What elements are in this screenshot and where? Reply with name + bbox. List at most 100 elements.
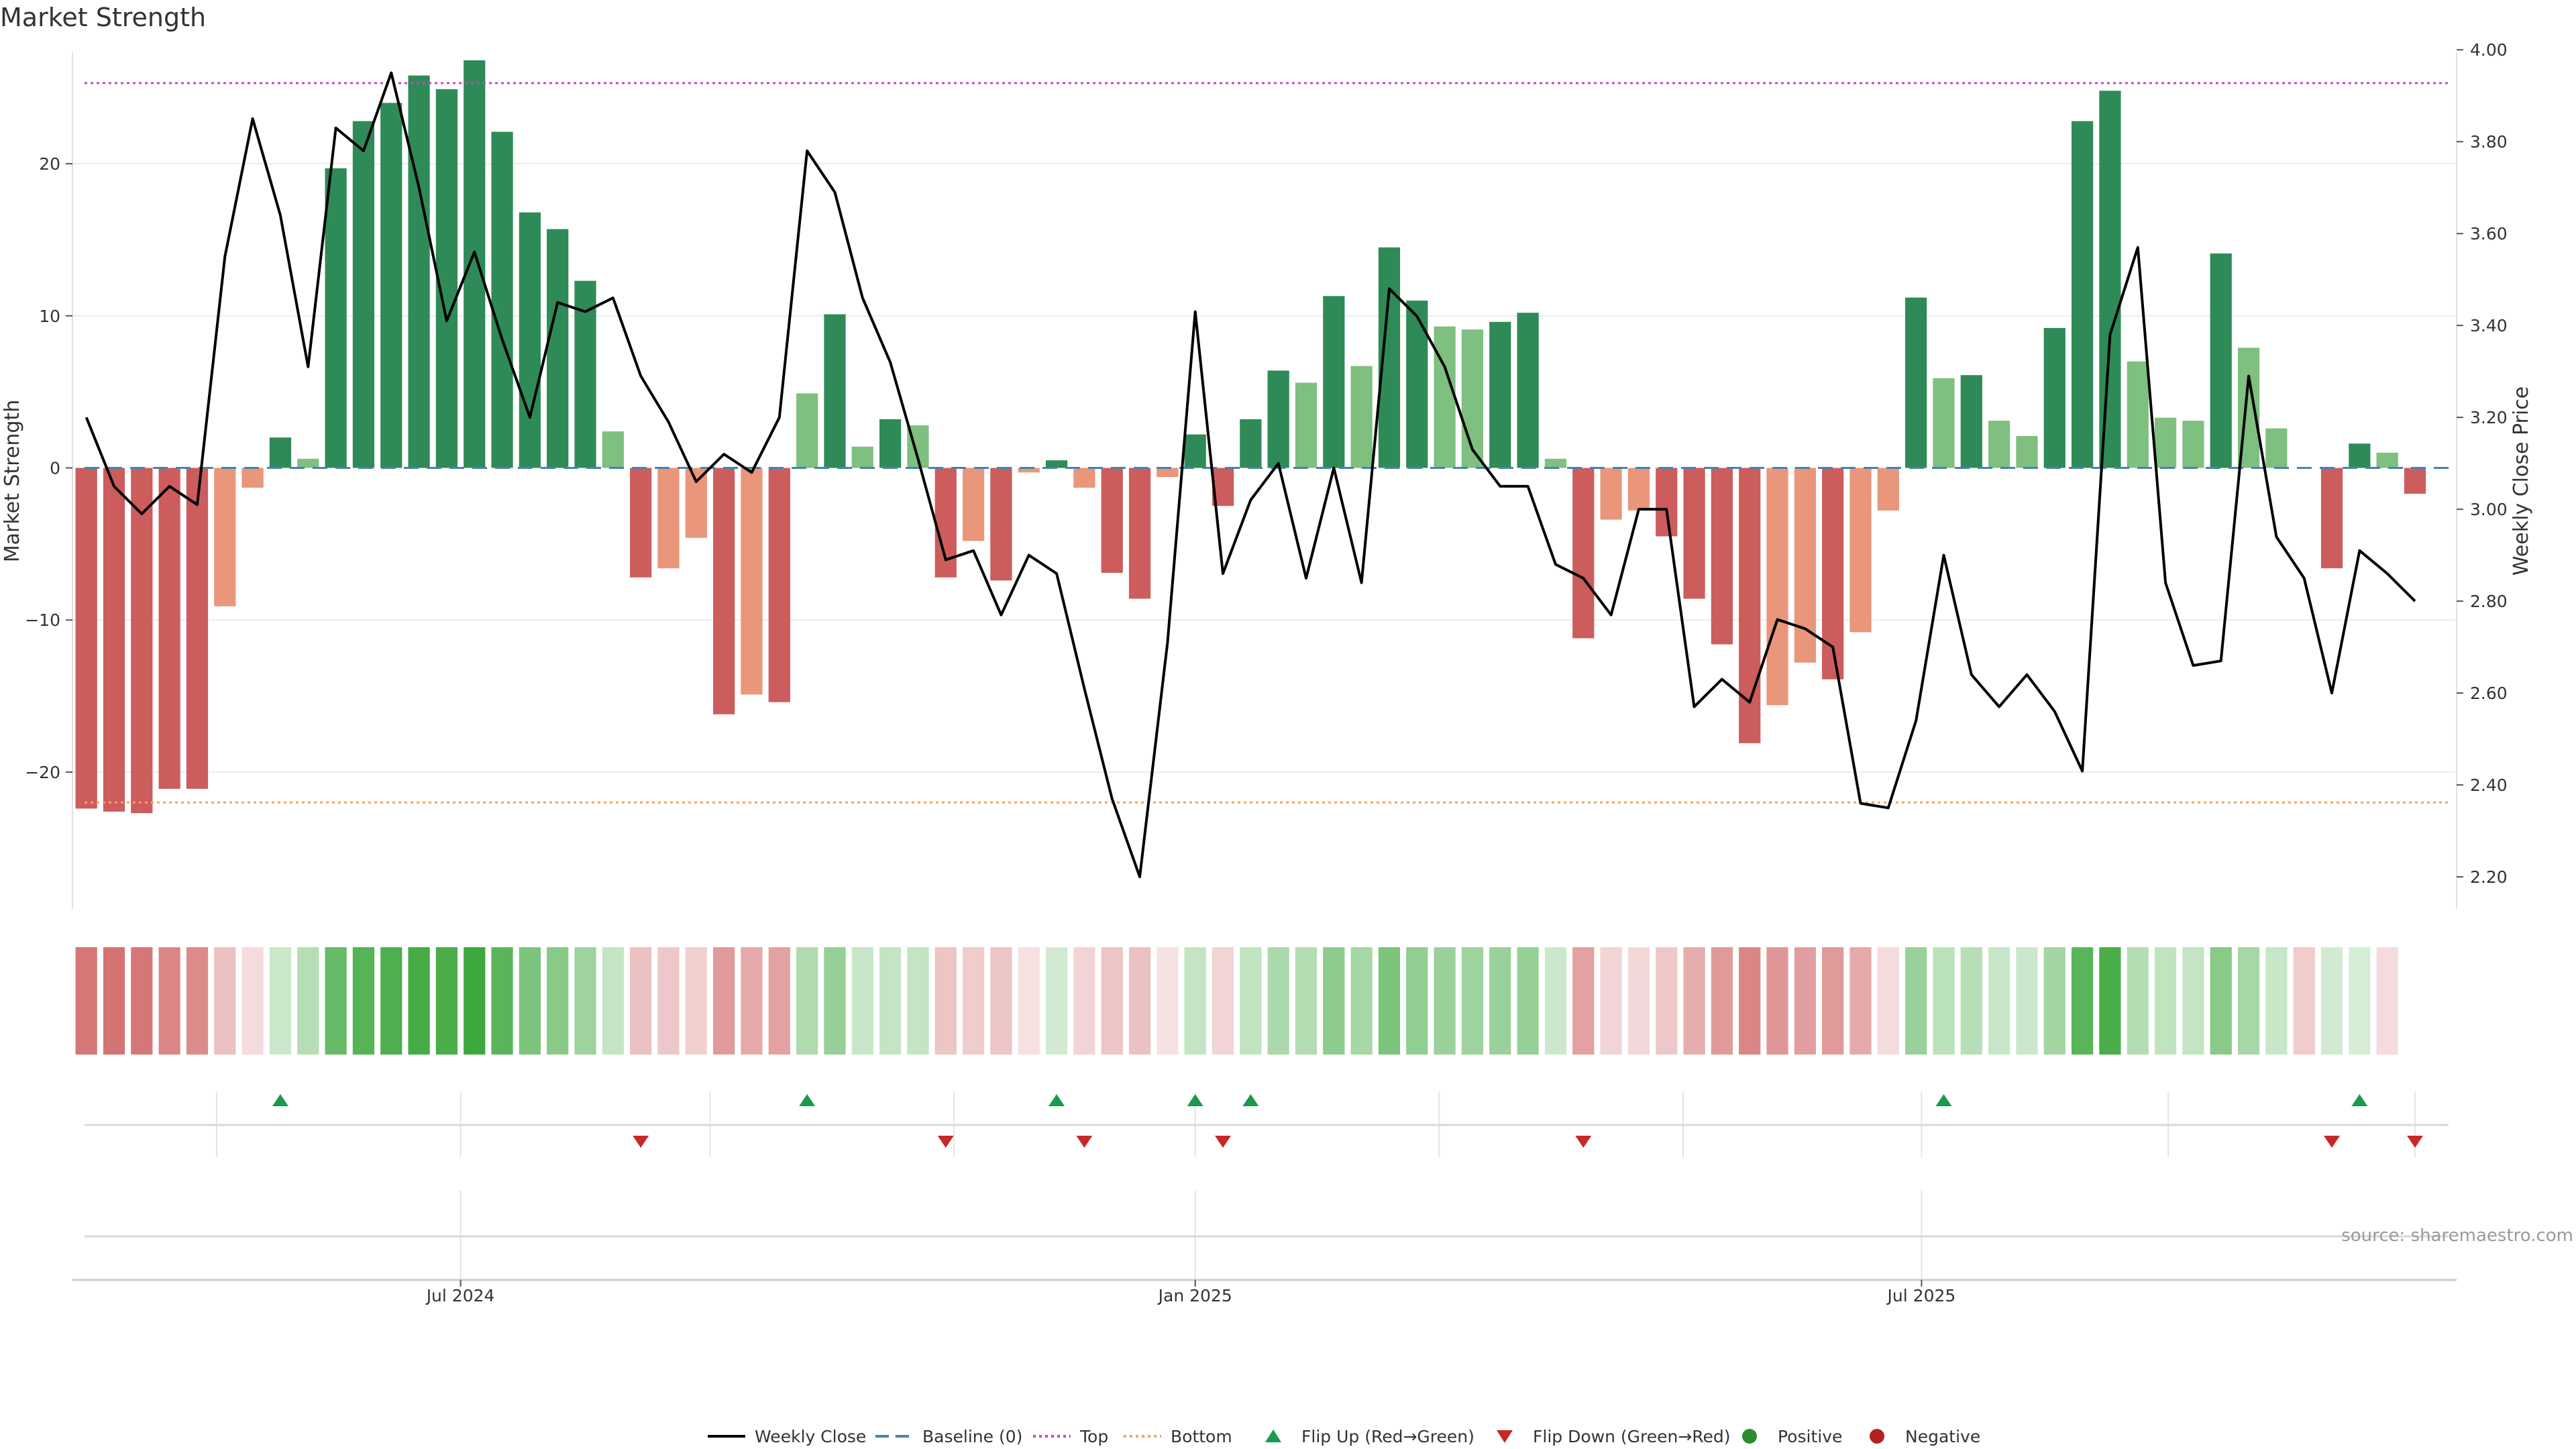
strength-bar (1711, 468, 1733, 645)
heat-cell (2237, 947, 2260, 1055)
strength-bar (1267, 370, 1289, 468)
legend-item-positive: Positive (1742, 1427, 1842, 1446)
heat-cell (491, 947, 513, 1055)
heat-cell (2043, 947, 2065, 1055)
strength-bar (685, 468, 707, 538)
y-tick-label-right: 2.40 (2470, 775, 2508, 795)
strength-bar (464, 60, 486, 468)
source-note: source: sharemaestro.com (2341, 1226, 2573, 1246)
strength-bar (1295, 382, 1318, 468)
strength-bar (630, 468, 652, 578)
y-tick-label-left: 10 (39, 307, 60, 326)
legend: Weekly Close Baseline (0) Top Bottom Flip Up… (708, 1427, 1980, 1446)
strength-bars (75, 60, 2426, 814)
strength-bar (2349, 443, 2371, 468)
x-axis: Jul 2024 Jan 2025 Jul 2025 (425, 1280, 1956, 1305)
heat-cell (741, 947, 763, 1055)
heat-cell (214, 947, 236, 1055)
heat-cell (1489, 947, 1511, 1055)
y-tick-label-right: 2.60 (2470, 684, 2508, 703)
legend-label: Weekly Close (755, 1427, 866, 1446)
strength-bar (602, 431, 624, 468)
strength-bar (1517, 313, 1539, 468)
strength-bar (1073, 468, 1095, 488)
strength-bar (1683, 468, 1705, 599)
heat-cell (1045, 947, 1068, 1055)
strength-bar (1933, 378, 1955, 468)
strength-bar (2320, 468, 2343, 569)
heat-cell (1184, 947, 1206, 1055)
strength-bar (657, 468, 680, 569)
heat-cell (1711, 947, 1733, 1055)
heat-cell (602, 947, 624, 1055)
heat-cell (1877, 947, 1899, 1055)
flip-markers (272, 1094, 2424, 1148)
heat-cell (1683, 947, 1705, 1055)
strength-bar (713, 468, 735, 714)
heat-cell (1128, 947, 1151, 1055)
heat-cell (2432, 947, 2454, 1055)
heat-cell (1212, 947, 1234, 1055)
legend-label: Flip Down (Green→Red) (1533, 1427, 1731, 1446)
heat-cell (1822, 947, 1844, 1055)
strength-bar (1544, 458, 1567, 468)
heat-cell (380, 947, 402, 1055)
heat-cell (297, 947, 319, 1055)
heat-cell (2099, 947, 2121, 1055)
strength-bar (1018, 468, 1040, 473)
flip-up-marker (1187, 1094, 1203, 1106)
heat-cell (1073, 947, 1095, 1055)
x-tick-label: Jan 2025 (1157, 1286, 1232, 1305)
flip-down-marker (1076, 1136, 1093, 1148)
legend-label: Top (1079, 1427, 1108, 1446)
heat-cell (1157, 947, 1179, 1055)
legend-item-flip_up: Flip Up (Red→Green) (1265, 1427, 1474, 1446)
y-tick-label-left: −10 (25, 610, 60, 630)
y-tick-label-right: 3.00 (2470, 500, 2508, 519)
heat-cell (2016, 947, 2038, 1055)
gridlines (72, 163, 2457, 1280)
legend-item-baseline: Baseline (0) (875, 1427, 1022, 1446)
strength-bar (380, 103, 402, 468)
heat-cell (1323, 947, 1345, 1055)
strength-bar (2210, 253, 2232, 468)
heat-cell (907, 947, 929, 1055)
strength-bar (2376, 452, 2398, 468)
heat-cell (269, 947, 292, 1055)
heat-cell (2376, 947, 2398, 1055)
legend-item-flip_down: Flip Down (Green→Red) (1497, 1427, 1731, 1446)
y-tick-label-left: 20 (39, 154, 60, 174)
strength-bar (1461, 329, 1484, 468)
legend-swatch (1497, 1430, 1513, 1443)
strength-bar (1572, 468, 1595, 639)
heat-cell (2154, 947, 2177, 1055)
strength-bar (1656, 468, 1678, 537)
strength-bar (297, 458, 319, 468)
strength-bar (741, 468, 763, 695)
heat-cell (2127, 947, 2149, 1055)
strength-bar (1822, 468, 1844, 680)
heat-cell (1267, 947, 1289, 1055)
heat-cell (1295, 947, 1318, 1055)
strength-bar (1240, 419, 1262, 468)
legend-label: Negative (1905, 1427, 1980, 1446)
strength-bar (2127, 361, 2149, 468)
strength-bar (75, 468, 97, 809)
x-tick-label: Jul 2025 (1886, 1286, 1956, 1305)
heat-cell (1240, 947, 1262, 1055)
strength-bar (1877, 468, 1899, 511)
flip-down-marker (633, 1136, 649, 1148)
legend-label: Baseline (0) (922, 1427, 1022, 1446)
y-tick-label-right: 3.20 (2470, 408, 2508, 427)
strength-bar (547, 229, 569, 468)
strength-bar (269, 437, 292, 468)
legend-label: Flip Up (Red→Green) (1301, 1427, 1474, 1446)
heat-cell (75, 947, 97, 1055)
strength-bar (158, 468, 180, 789)
legend-item-negative: Negative (1870, 1427, 1980, 1446)
strength-bar (2071, 121, 2094, 468)
strength-bar (1489, 321, 1511, 468)
heat-cell (1517, 947, 1539, 1055)
